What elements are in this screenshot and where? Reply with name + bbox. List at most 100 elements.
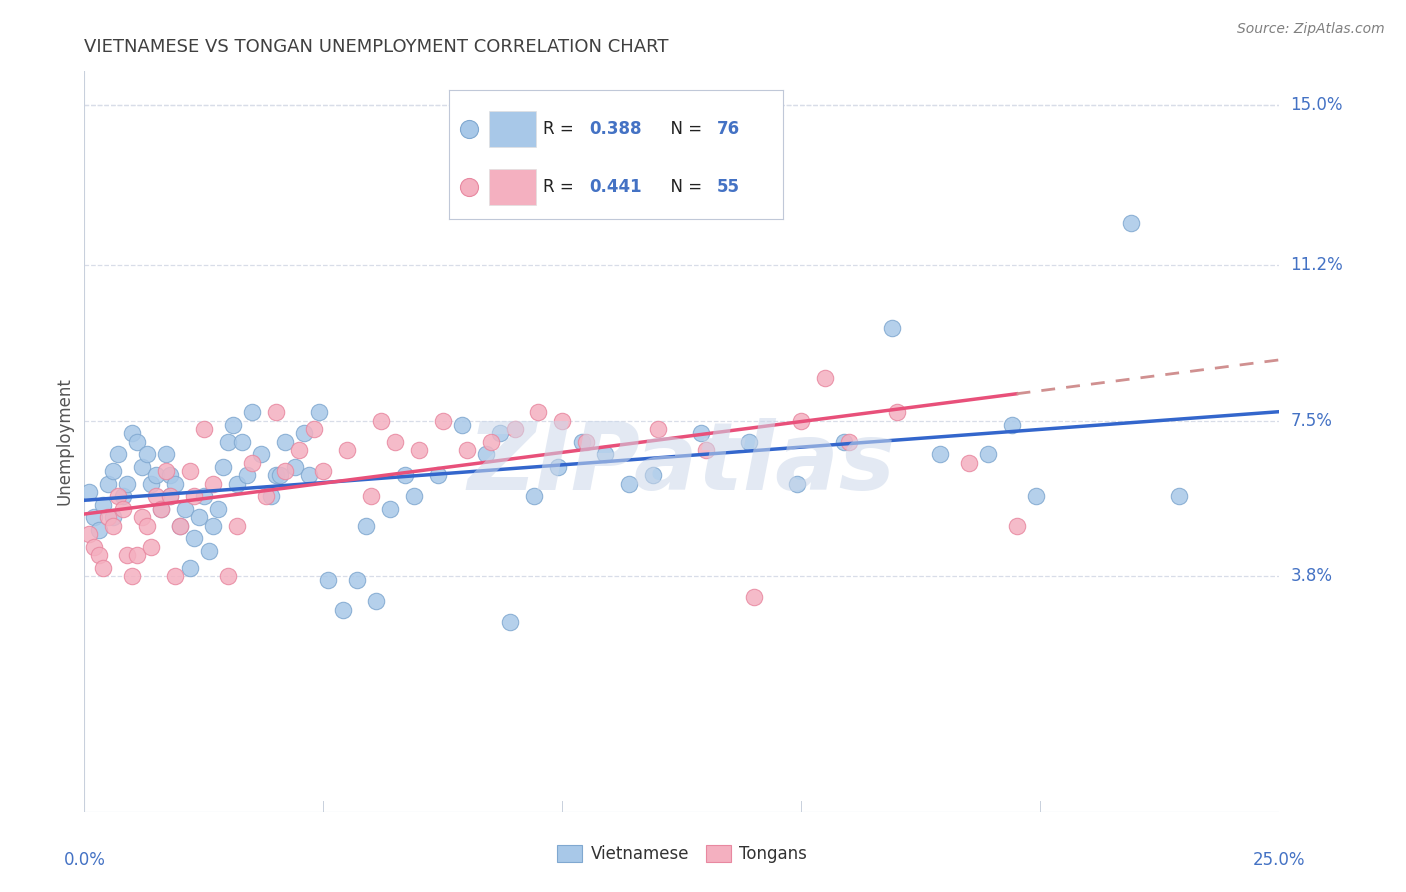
Point bbox=[551, 413, 574, 427]
Point bbox=[121, 569, 143, 583]
Point bbox=[623, 169, 645, 184]
Point bbox=[101, 464, 124, 478]
Point bbox=[394, 468, 416, 483]
Point bbox=[159, 489, 181, 503]
Point bbox=[87, 548, 110, 562]
Point bbox=[141, 540, 163, 554]
Text: 3.8%: 3.8% bbox=[1291, 567, 1333, 585]
Point bbox=[312, 464, 335, 478]
Point bbox=[834, 434, 856, 449]
Point bbox=[690, 426, 713, 441]
Point bbox=[575, 434, 598, 449]
Point bbox=[173, 501, 195, 516]
Point bbox=[145, 489, 167, 503]
Point bbox=[1001, 417, 1024, 432]
Point bbox=[131, 510, 153, 524]
Point bbox=[408, 442, 430, 457]
Point bbox=[503, 422, 526, 436]
Text: VIETNAMESE VS TONGAN UNEMPLOYMENT CORRELATION CHART: VIETNAMESE VS TONGAN UNEMPLOYMENT CORREL… bbox=[84, 38, 669, 56]
Point bbox=[499, 615, 522, 630]
Point bbox=[370, 413, 392, 427]
Point bbox=[107, 489, 129, 503]
Point bbox=[165, 476, 187, 491]
Point bbox=[197, 544, 219, 558]
Point bbox=[356, 518, 378, 533]
Point bbox=[131, 459, 153, 474]
Point bbox=[742, 590, 765, 604]
Point bbox=[786, 476, 808, 491]
Text: 15.0%: 15.0% bbox=[1291, 96, 1343, 114]
Point bbox=[169, 518, 191, 533]
Point bbox=[479, 434, 502, 449]
Text: Source: ZipAtlas.com: Source: ZipAtlas.com bbox=[1237, 22, 1385, 37]
Point bbox=[97, 510, 120, 524]
Point bbox=[451, 417, 474, 432]
Point bbox=[1121, 216, 1143, 230]
Point bbox=[288, 442, 311, 457]
Point bbox=[149, 501, 172, 516]
Point bbox=[595, 447, 617, 461]
Point bbox=[432, 413, 454, 427]
Point bbox=[1005, 518, 1028, 533]
Point bbox=[240, 405, 263, 419]
Point bbox=[101, 510, 124, 524]
Point bbox=[260, 489, 283, 503]
Point bbox=[384, 434, 406, 449]
Point bbox=[179, 560, 201, 574]
Legend: Vietnamese, Tongans: Vietnamese, Tongans bbox=[550, 838, 814, 870]
Point bbox=[977, 447, 1000, 461]
Point bbox=[814, 371, 837, 385]
Text: 7.5%: 7.5% bbox=[1291, 411, 1333, 430]
Text: 25.0%: 25.0% bbox=[1253, 851, 1306, 869]
Point bbox=[346, 574, 368, 588]
Point bbox=[302, 422, 325, 436]
Point bbox=[647, 422, 669, 436]
Point bbox=[957, 456, 980, 470]
Point bbox=[217, 569, 239, 583]
Point bbox=[169, 518, 191, 533]
Point bbox=[643, 468, 665, 483]
Point bbox=[619, 476, 641, 491]
Point bbox=[117, 548, 139, 562]
Point bbox=[155, 464, 177, 478]
Point bbox=[121, 426, 143, 441]
Point bbox=[107, 447, 129, 461]
Point bbox=[274, 434, 297, 449]
Point bbox=[125, 548, 148, 562]
Text: 11.2%: 11.2% bbox=[1291, 256, 1343, 274]
Point bbox=[101, 518, 124, 533]
Point bbox=[738, 434, 761, 449]
Point bbox=[202, 518, 225, 533]
Point bbox=[111, 501, 134, 516]
Point bbox=[97, 476, 120, 491]
Point bbox=[93, 498, 115, 512]
Point bbox=[83, 540, 105, 554]
Point bbox=[254, 489, 277, 503]
Point bbox=[193, 489, 215, 503]
Point bbox=[264, 468, 287, 483]
Point bbox=[165, 569, 187, 583]
Point bbox=[179, 464, 201, 478]
Point bbox=[236, 468, 259, 483]
Point bbox=[212, 459, 235, 474]
Point bbox=[183, 531, 205, 545]
Point bbox=[226, 518, 249, 533]
Point bbox=[221, 417, 243, 432]
Point bbox=[226, 476, 249, 491]
Text: ZIPatlas: ZIPatlas bbox=[468, 417, 896, 509]
Point bbox=[77, 485, 100, 500]
Point bbox=[929, 447, 952, 461]
Point bbox=[527, 405, 550, 419]
Y-axis label: Unemployment: Unemployment bbox=[55, 377, 73, 506]
Point bbox=[269, 468, 291, 483]
Point bbox=[159, 489, 181, 503]
Point bbox=[790, 413, 813, 427]
Point bbox=[264, 405, 287, 419]
Point bbox=[336, 442, 359, 457]
Point bbox=[523, 489, 546, 503]
Point bbox=[77, 527, 100, 541]
Point bbox=[380, 501, 402, 516]
Point bbox=[274, 464, 297, 478]
Point bbox=[193, 422, 215, 436]
Point bbox=[292, 426, 315, 441]
